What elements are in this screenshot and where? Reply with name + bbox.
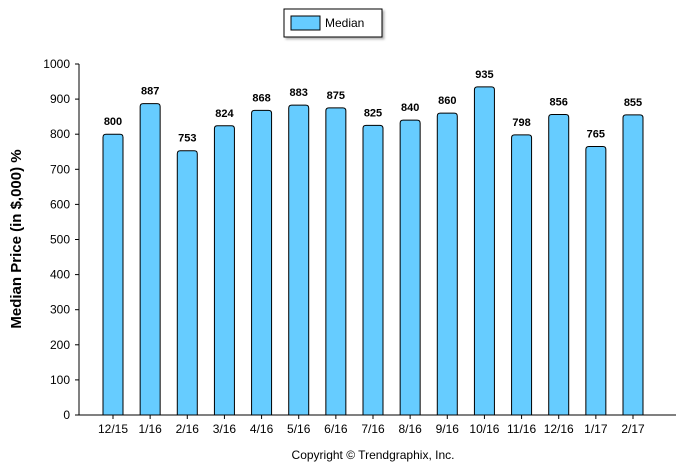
- x-tick-label: 5/16: [287, 422, 311, 436]
- y-tick-label: 800: [50, 127, 70, 141]
- bar-value-label: 800: [104, 116, 122, 128]
- bar: [251, 109, 273, 416]
- bar-value-label: 753: [178, 133, 196, 145]
- legend: Median: [283, 8, 383, 38]
- x-tick-label: 4/16: [250, 422, 274, 436]
- y-tick-label: 400: [50, 268, 70, 282]
- bar: [585, 145, 607, 416]
- legend-swatch: [290, 15, 321, 31]
- y-axis-title: Median Price (in $,000) %: [8, 149, 25, 328]
- y-tick-label: 0: [63, 408, 70, 422]
- bar: [548, 114, 570, 416]
- bar-value-label: 824: [215, 108, 234, 120]
- x-tick-label: 10/16: [469, 422, 499, 436]
- bar-value-label: 860: [438, 95, 456, 107]
- bar-value-label: 798: [512, 117, 530, 129]
- x-tick-label: 12/15: [98, 422, 128, 436]
- x-tick-label: 1/16: [138, 422, 162, 436]
- bar-value-label: 875: [327, 90, 345, 102]
- y-axis-ticks: 0 100 200 300 400 500 600 700 800 900 1000: [43, 57, 79, 422]
- bar: [622, 114, 644, 416]
- y-tick-label: 500: [50, 233, 70, 247]
- x-tick-label: 3/16: [213, 422, 237, 436]
- x-tick-label: 12/16: [544, 422, 574, 436]
- y-tick-label: 100: [50, 373, 70, 387]
- legend-label-median: Median: [325, 16, 364, 30]
- bar: [176, 150, 198, 416]
- y-tick-label: 1000: [43, 57, 70, 71]
- bar-value-label: 868: [252, 92, 270, 104]
- bar: [473, 86, 495, 416]
- x-tick-label: 2/17: [621, 422, 645, 436]
- bar: [436, 112, 458, 416]
- bar-value-label: 765: [587, 128, 605, 140]
- bar-value-label: 840: [401, 102, 419, 114]
- x-tick-label: 2/16: [176, 422, 200, 436]
- bar-value-label: 887: [141, 86, 159, 98]
- copyright-text: Copyright © Trendgraphix, Inc.: [292, 448, 455, 462]
- x-tick-label: 9/16: [436, 422, 460, 436]
- bar-value-label: 855: [624, 97, 642, 109]
- bar-value-label: 883: [290, 87, 308, 99]
- bar: [399, 119, 421, 416]
- bar: [288, 104, 310, 416]
- y-tick-label: 300: [50, 303, 70, 317]
- y-tick-label: 700: [50, 162, 70, 176]
- bar: [362, 124, 384, 416]
- bar: [213, 125, 235, 416]
- bar-value-label: 856: [550, 97, 568, 109]
- bar-value-label: 825: [364, 107, 382, 119]
- value-labels: 800 887 753 824 868 883 875 825 840 860 935 798 856 7…: [104, 69, 642, 145]
- y-tick-label: 900: [50, 92, 70, 106]
- x-tick-label: 1/17: [584, 422, 608, 436]
- bar: [511, 134, 533, 416]
- y-tick-label: 200: [50, 338, 70, 352]
- bar-value-label: 935: [475, 69, 493, 81]
- x-tick-label: 6/16: [324, 422, 348, 436]
- x-tick-label: 11/16: [507, 422, 536, 436]
- bars: [102, 86, 644, 416]
- bar: [325, 107, 347, 416]
- x-axis-ticks: 12/15 1/16 2/16 3/16 4/16 5/16 6/16 7/16 8/16 9/1…: [98, 415, 645, 436]
- bar: [102, 133, 124, 416]
- x-tick-label: 7/16: [361, 422, 385, 436]
- bar: [139, 103, 161, 416]
- x-tick-label: 8/16: [398, 422, 422, 436]
- y-tick-label: 600: [50, 197, 70, 211]
